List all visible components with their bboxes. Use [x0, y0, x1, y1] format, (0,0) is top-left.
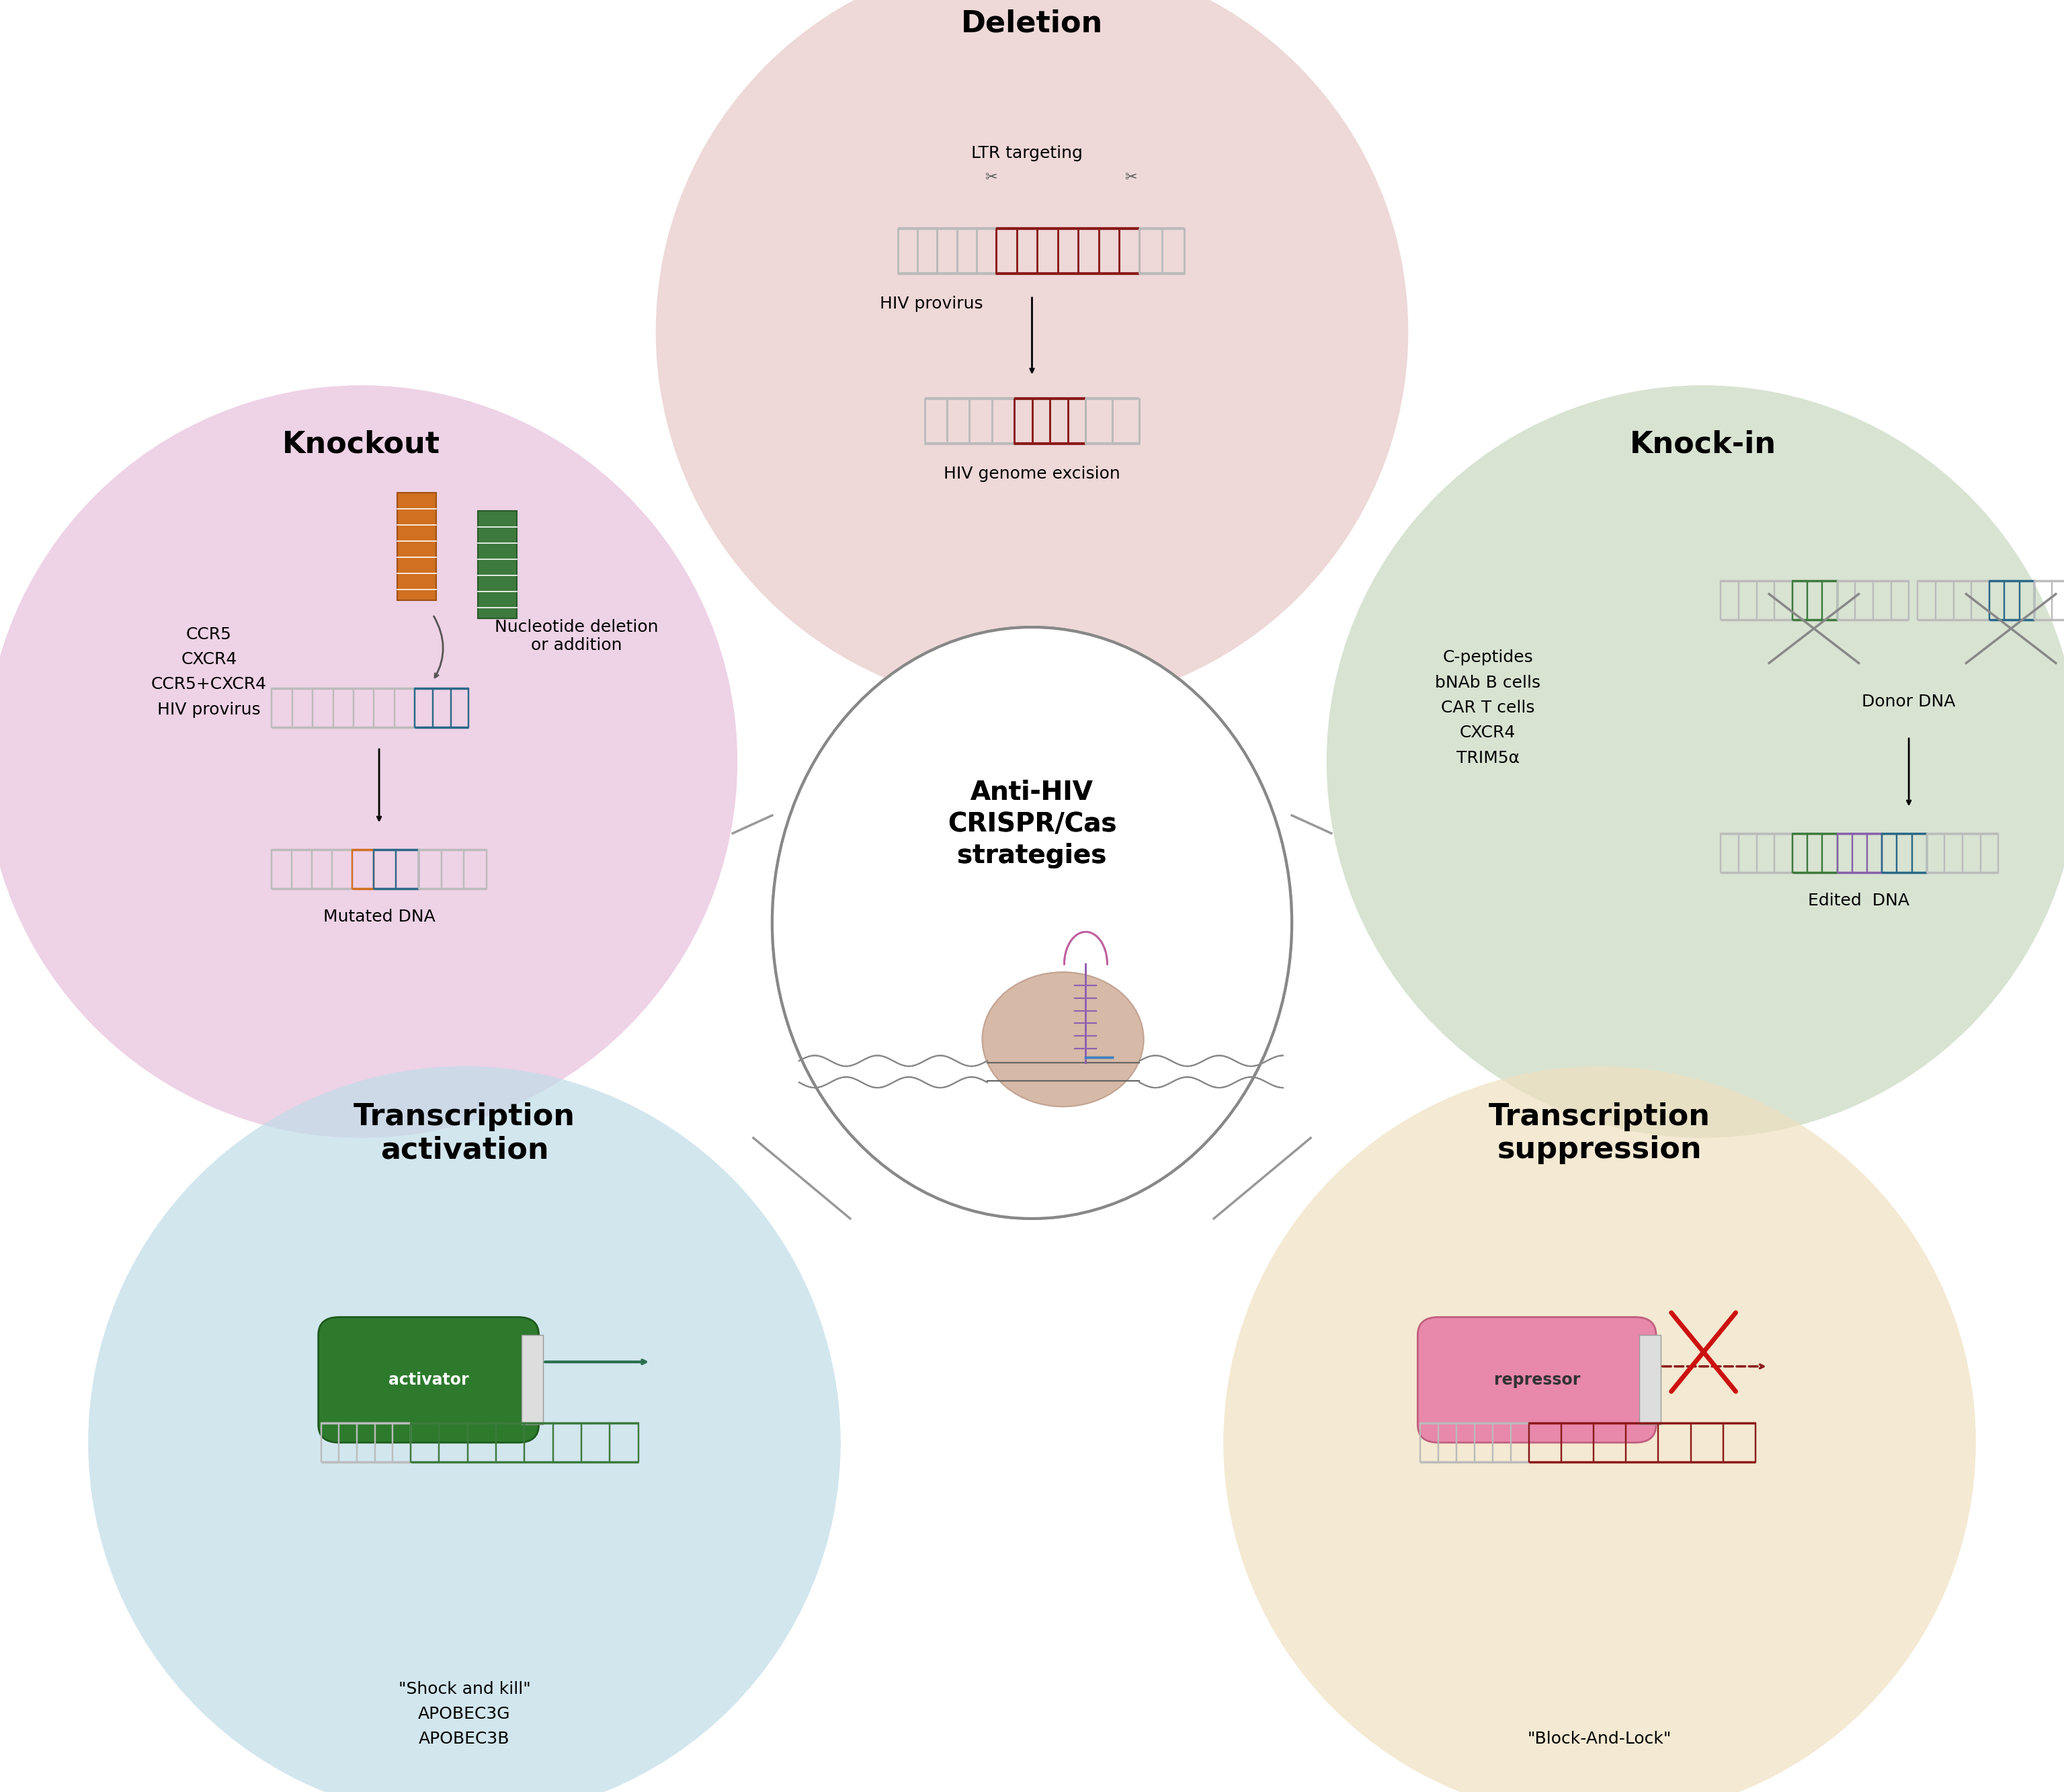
Text: "Block-And-Lock": "Block-And-Lock" — [1527, 1731, 1672, 1747]
Text: HIV genome excision: HIV genome excision — [943, 466, 1121, 482]
Text: Mutated DNA: Mutated DNA — [324, 909, 436, 925]
Text: Deletion: Deletion — [962, 9, 1102, 38]
Text: C-peptides
bNAb B cells
CAR T cells
CXCR4
TRIM5α: C-peptides bNAb B cells CAR T cells CXCR… — [1434, 650, 1540, 765]
Ellipse shape — [772, 627, 1292, 1219]
Text: Edited  DNA: Edited DNA — [1808, 892, 1909, 909]
Text: CCR5
CXCR4
CCR5+CXCR4
HIV provirus: CCR5 CXCR4 CCR5+CXCR4 HIV provirus — [151, 627, 266, 717]
FancyBboxPatch shape — [477, 511, 518, 618]
Text: ✂: ✂ — [985, 170, 997, 185]
Text: Nucleotide deletion
or addition: Nucleotide deletion or addition — [495, 618, 658, 654]
FancyBboxPatch shape — [318, 1317, 539, 1443]
Text: Donor DNA: Donor DNA — [1862, 694, 1957, 710]
Text: Knockout: Knockout — [283, 430, 440, 459]
Text: LTR targeting: LTR targeting — [970, 145, 1082, 161]
Ellipse shape — [982, 971, 1143, 1106]
Text: repressor: repressor — [1494, 1371, 1581, 1389]
Text: "Shock and kill"
APOBEC3G
APOBEC3B: "Shock and kill" APOBEC3G APOBEC3B — [398, 1681, 530, 1747]
Ellipse shape — [1224, 1066, 1975, 1792]
Text: Transcription
suppression: Transcription suppression — [1488, 1102, 1711, 1165]
Ellipse shape — [89, 1066, 840, 1792]
Text: Transcription
activation: Transcription activation — [353, 1102, 576, 1165]
FancyBboxPatch shape — [1639, 1335, 1662, 1425]
Ellipse shape — [0, 385, 737, 1138]
FancyBboxPatch shape — [522, 1335, 543, 1425]
Ellipse shape — [656, 0, 1408, 708]
FancyBboxPatch shape — [1418, 1317, 1655, 1443]
Ellipse shape — [1327, 385, 2064, 1138]
Text: ✂: ✂ — [1125, 170, 1137, 185]
Text: Knock-in: Knock-in — [1628, 430, 1777, 459]
Text: activator: activator — [388, 1371, 469, 1389]
Ellipse shape — [982, 971, 1143, 1106]
Text: Anti-HIV
CRISPR/Cas
strategies: Anti-HIV CRISPR/Cas strategies — [947, 780, 1117, 869]
Ellipse shape — [772, 627, 1292, 1219]
FancyBboxPatch shape — [396, 493, 436, 600]
Text: Anti-HIV
CRISPR/Cas
strategies: Anti-HIV CRISPR/Cas strategies — [947, 780, 1117, 869]
Text: HIV provirus: HIV provirus — [879, 296, 982, 312]
